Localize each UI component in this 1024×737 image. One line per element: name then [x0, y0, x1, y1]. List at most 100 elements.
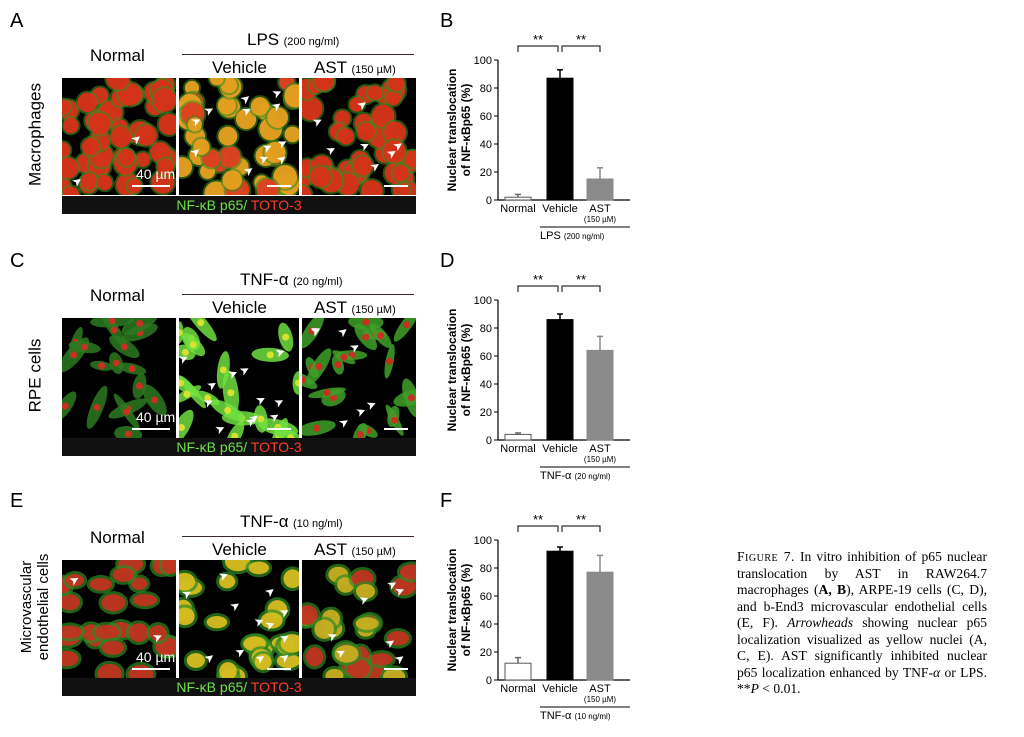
- significance-label: **: [533, 272, 543, 287]
- significance-bracket: [517, 285, 559, 292]
- arrowhead-icon: [258, 156, 268, 164]
- stain-legend-e: NF-κB p65/ TOTO-3: [62, 678, 416, 696]
- arrowhead-icon: [279, 635, 289, 644]
- panel-letter-b: B: [440, 10, 454, 32]
- chart-d: Nuclear translocationof NF-κBp65 (%) 0 20 4…: [445, 272, 630, 482]
- significance-label: **: [533, 32, 543, 47]
- micrograph-vehicle: [179, 318, 299, 438]
- scale-bar: [267, 185, 291, 187]
- arrowhead-icon: [243, 168, 253, 176]
- bar-normal: [504, 662, 532, 681]
- x-tick-sublabel: (150 µM): [584, 215, 617, 224]
- arrowhead-icon: [395, 588, 404, 597]
- x-tick-label: AST: [589, 203, 611, 215]
- arrowhead-icon: [203, 400, 213, 408]
- arrowhead-icon: [69, 577, 79, 586]
- bar-ast: [586, 349, 614, 441]
- header-stim-a: LPS (200 ng/ml): [247, 30, 340, 49]
- arrowhead-icon: [387, 582, 397, 590]
- y-tick-label: 100: [474, 295, 492, 307]
- significance-label: **: [576, 32, 586, 47]
- arrowhead-icon: [279, 610, 289, 618]
- significance-bracket: [517, 45, 559, 52]
- micrograph-svg: 40 µm: [62, 560, 416, 678]
- arrowhead-icon: [191, 119, 201, 127]
- micrograph-vehicle: [179, 560, 299, 678]
- arrowhead-icon: [206, 382, 216, 391]
- stain-legend-c: NF-κB p65/ TOTO-3: [62, 438, 416, 456]
- scale-bar: [267, 668, 291, 670]
- arrowhead-icon: [393, 143, 402, 152]
- group-label: TNF-α (10 ng/ml): [540, 710, 611, 722]
- figure-caption: Figure 7. In vitro inhibition of p65 nuc…: [737, 549, 988, 696]
- y-axis-label: Nuclear translocationof NF-κBp65 (%): [445, 309, 473, 432]
- header-vehicle-e: Vehicle: [212, 540, 267, 559]
- y-axis-label: Nuclear translocationof NF-κBp65 (%): [445, 69, 473, 192]
- arrowhead-icon: [338, 420, 348, 428]
- y-tick-label: 80: [480, 563, 492, 575]
- header-vehicle-c: Vehicle: [212, 298, 267, 317]
- arrowhead-icon: [265, 622, 275, 631]
- significance-label: **: [533, 512, 543, 527]
- group-label: LPS (200 ng/ml): [540, 230, 605, 242]
- y-tick-label: 0: [486, 675, 492, 687]
- x-tick-label: Vehicle: [542, 443, 577, 455]
- micrograph-row-e: 40 µm: [62, 560, 416, 678]
- arrowhead-icon: [72, 178, 81, 187]
- row-label-rpe: RPE cells: [25, 338, 45, 413]
- scale-bar: [267, 428, 291, 430]
- arrowhead-icon: [349, 345, 359, 353]
- significance-label: **: [576, 512, 586, 527]
- chart-b: Nuclear translocationof NF-κBp65 (%) 0 20 4…: [445, 32, 630, 242]
- arrowhead-icon: [131, 136, 140, 145]
- arrowhead-icon: [241, 108, 251, 117]
- micrograph-svg: 40 µm: [62, 78, 416, 195]
- arrowhead-icon: [262, 145, 272, 153]
- scale-label: 40 µm: [136, 409, 175, 425]
- arrowhead-icon: [275, 349, 285, 358]
- micrograph-ast: [302, 318, 416, 438]
- micrograph-ast: [302, 78, 416, 195]
- caption-fig-label: Figure 7.: [737, 549, 795, 564]
- arrowhead-icon: [190, 149, 200, 158]
- x-tick-label: Vehicle: [542, 683, 577, 695]
- arrowhead-icon: [181, 591, 191, 600]
- y-tick-label: 60: [480, 591, 492, 603]
- micrograph-normal: 40 µm: [62, 78, 176, 195]
- header-ast-e: AST (150 µM): [314, 540, 396, 559]
- y-tick-label: 40: [480, 139, 492, 151]
- bar-ast: [586, 178, 614, 201]
- y-tick-label: 60: [480, 111, 492, 123]
- panel-letter-d: D: [440, 250, 455, 272]
- arrowhead-icon: [235, 649, 245, 658]
- arrowhead-icon: [327, 634, 337, 642]
- x-tick-label: AST: [589, 443, 611, 455]
- arrowhead-icon: [279, 654, 289, 663]
- y-tick-label: 0: [486, 435, 492, 447]
- arrowhead-icon: [310, 329, 320, 337]
- arrowhead-icon: [179, 356, 188, 364]
- arrowhead-icon: [356, 409, 366, 417]
- scale-bar: [132, 668, 170, 670]
- arrowhead-icon: [152, 635, 162, 643]
- significance-label: **: [576, 272, 586, 287]
- bar-normal: [504, 433, 532, 441]
- header-ast-c: AST (150 µM): [314, 298, 396, 317]
- arrowhead-icon: [366, 402, 376, 411]
- stain-legend-a: NF-κB p65/ TOTO-3: [62, 196, 416, 214]
- x-tick-label: Normal: [500, 443, 535, 455]
- arrowhead-icon: [245, 419, 255, 427]
- y-tick-label: 40: [480, 379, 492, 391]
- micrograph-ast: [302, 560, 416, 678]
- panel-letter-f: F: [440, 490, 453, 512]
- bar-ast: [586, 571, 614, 681]
- x-tick-label: AST: [589, 683, 611, 695]
- arrowhead-icon: [204, 108, 214, 116]
- group-label: TNF-α (20 ng/ml): [540, 470, 611, 482]
- y-tick-label: 20: [480, 647, 492, 659]
- arrowhead-icon: [359, 597, 369, 605]
- y-tick-label: 100: [474, 535, 492, 547]
- scale-bar: [384, 668, 408, 670]
- arrowhead-icon: [271, 103, 281, 112]
- scale-label: 40 µm: [136, 166, 175, 182]
